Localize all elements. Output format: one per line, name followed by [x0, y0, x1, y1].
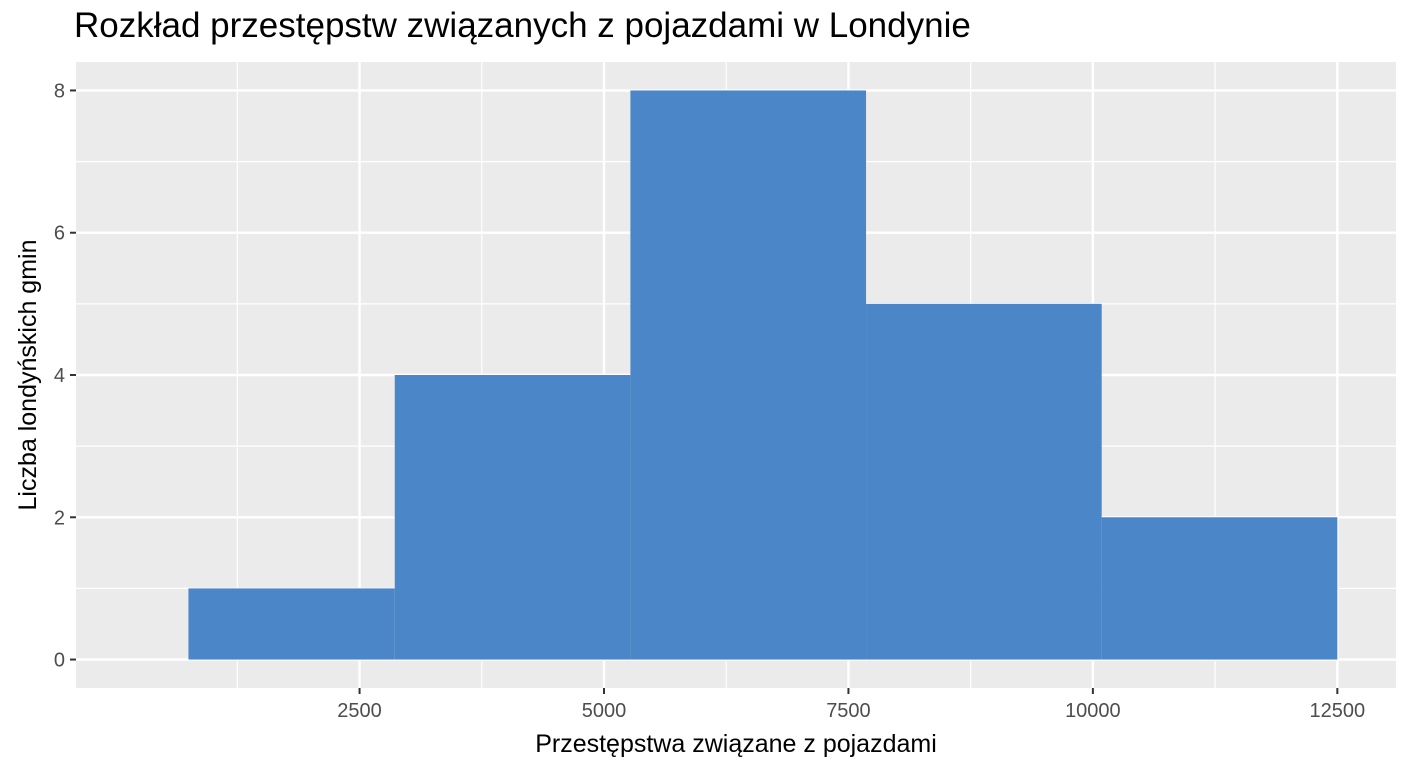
x-tick-label: 5000: [582, 700, 627, 722]
histogram-bar: [1101, 517, 1338, 660]
y-tick-label: 6: [54, 223, 65, 245]
histogram-bar: [188, 588, 395, 660]
axis-ticks: [70, 89, 1339, 694]
x-tick-label: 10000: [1065, 700, 1121, 722]
y-tick-label: 0: [54, 650, 65, 672]
x-tick-label: 2500: [337, 700, 382, 722]
y-axis-title: Liczba londyńskich gmin: [14, 240, 42, 511]
histogram-bar: [866, 303, 1102, 660]
x-tick-label: 12500: [1310, 700, 1366, 722]
y-tick-label: 8: [54, 80, 65, 102]
y-tick-label: 2: [54, 507, 65, 529]
histogram-bar: [630, 90, 867, 660]
histogram-bars: [188, 90, 1338, 660]
histogram-bar: [394, 375, 631, 660]
x-axis-title: Przestępstwa związane z pojazdami: [535, 730, 937, 758]
tick-labels: 2500 5000 7500 10000 12500 0 2 4 6 8: [54, 80, 1365, 722]
y-tick-label: 4: [54, 365, 65, 387]
chart-title: Rozkład przestępstw związanych z pojazda…: [74, 6, 971, 45]
x-tick-label: 7500: [826, 700, 871, 722]
